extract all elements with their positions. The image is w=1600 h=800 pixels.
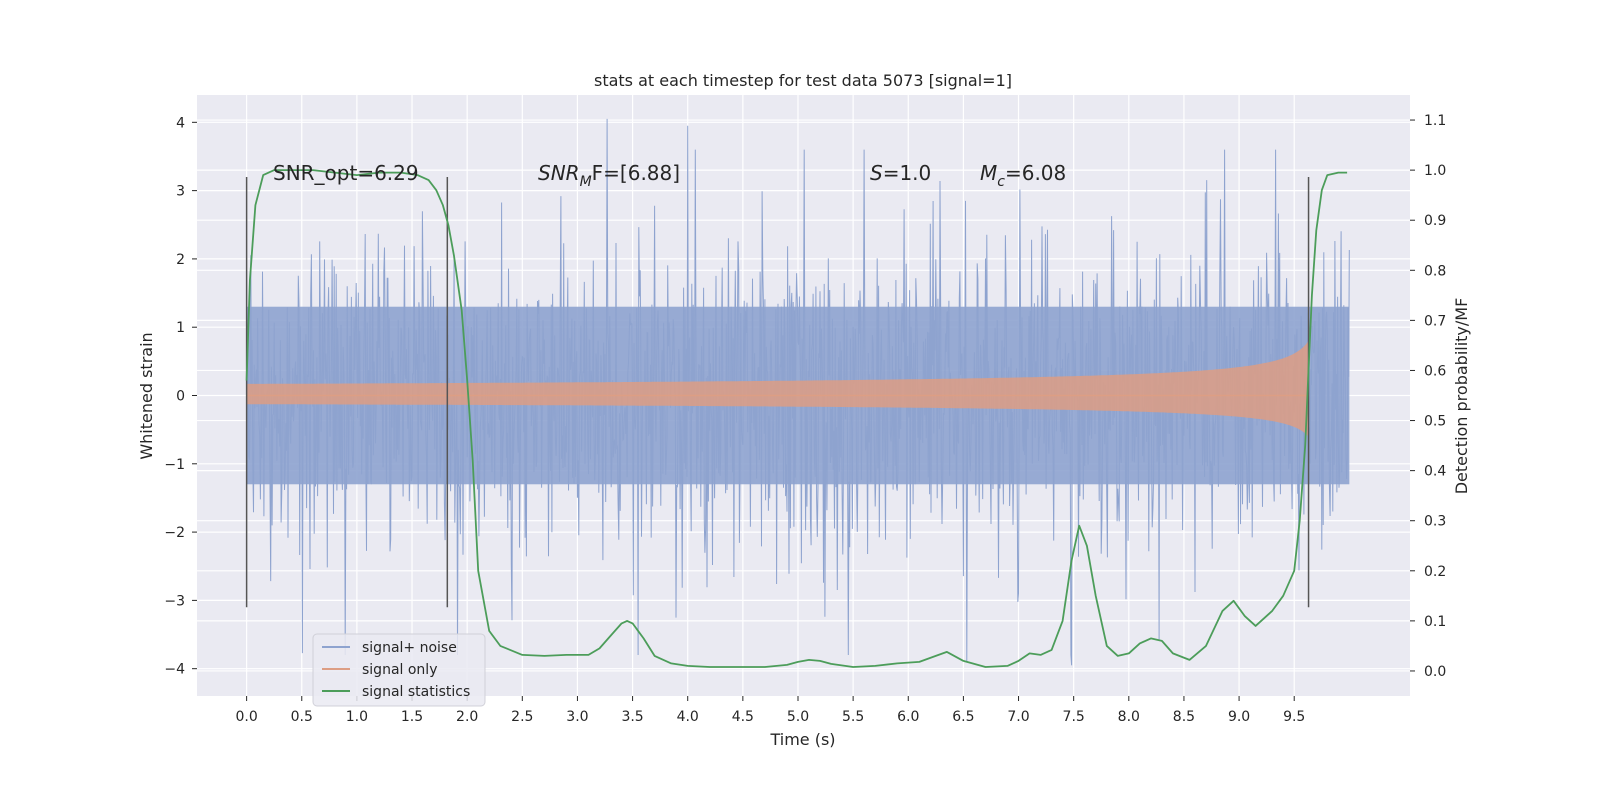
x-tick-label: 6.0	[897, 709, 919, 725]
y2-tick-label: 0.7	[1424, 313, 1446, 329]
x-tick-label: 6.5	[952, 709, 974, 725]
y2-tick-label: 0.8	[1424, 263, 1446, 279]
y-axis-label: Whitened strain	[137, 332, 156, 459]
x-axis-ticks: 0.0 0.5 1.0 1.5 2.0 2.5 3.0 3.5 4.0 4.5 5.0 5.5 6.0 6…	[235, 696, 1305, 725]
x-tick-label: 4.5	[732, 709, 754, 725]
y-tick-label: 2	[176, 252, 185, 268]
y2-tick-label: 0.6	[1424, 363, 1446, 379]
y2-tick-label: 0.3	[1424, 514, 1446, 530]
x-tick-label: 8.5	[1173, 709, 1195, 725]
annotation-mc: Mc=6.08	[980, 161, 1066, 190]
annotation-snr-mf: SNRMF=[6.88]	[538, 161, 680, 190]
chart-title: stats at each timestep for test data 507…	[594, 71, 1012, 90]
y2-tick-label: 1.1	[1424, 113, 1446, 129]
legend-label-stat: signal statistics	[362, 684, 470, 700]
chirp-envelope	[246, 340, 1309, 437]
signal-statistics-series	[245, 169, 1348, 668]
y2-axis-label: Detection probability/MF	[1452, 298, 1471, 495]
x-tick-label: 8.0	[1118, 709, 1140, 725]
interval-markers	[245, 176, 1310, 608]
y2-tick-label: 0.4	[1424, 464, 1446, 480]
x-tick-label: 5.5	[842, 709, 864, 725]
noise-trace	[246, 118, 1350, 666]
y-tick-label: −4	[164, 662, 185, 678]
y-tick-label: −2	[164, 525, 185, 541]
x-tick-label: 3.0	[566, 709, 588, 725]
annotation-mc-rest: =6.08	[1005, 161, 1066, 185]
y-tick-label: −3	[164, 593, 185, 609]
x-tick-label: 0.5	[291, 709, 313, 725]
annotation-snr-opt: SNR_opt=6.29	[273, 161, 419, 185]
y2-tick-label: 0.5	[1424, 414, 1446, 430]
y2-tick-label: 0.9	[1424, 213, 1446, 229]
y2-tick-label: 0.0	[1424, 664, 1446, 680]
legend-box	[312, 633, 486, 707]
y-tick-label: 0	[176, 389, 185, 405]
y-tick-label: 1	[176, 320, 185, 336]
y2-tick-label: 0.1	[1424, 614, 1446, 630]
annotation-s-rest: =1.0	[883, 161, 932, 185]
x-tick-label: 9.0	[1228, 709, 1250, 725]
annotation-s: S=1.0	[870, 161, 931, 185]
y-axis-ticks: 4 3 2 1 0 −1 −2 −3 −4	[164, 115, 197, 678]
x-tick-label: 1.0	[346, 709, 368, 725]
x-tick-label: 4.0	[677, 709, 699, 725]
legend: signal+ noise signal only signal statist…	[312, 633, 486, 707]
x-tick-label: 1.5	[401, 709, 423, 725]
legend-label-noise: signal+ noise	[362, 640, 457, 656]
x-axis-label: Time (s)	[769, 730, 835, 749]
annotation-mc-main: M	[980, 161, 997, 185]
x-tick-label: 9.5	[1283, 709, 1305, 725]
annotation-mc-sub: c	[997, 174, 1005, 190]
annotation-snr-mf-rest: F=[6.88]	[592, 161, 680, 185]
y-tick-label: 4	[176, 115, 185, 131]
x-tick-label: 7.0	[1007, 709, 1029, 725]
y2-axis-ticks: 1.1 1.0 0.9 0.8 0.7 0.6 0.5 0.4 0.3 0.2 0.1 0.0	[1410, 113, 1446, 680]
x-tick-label: 7.5	[1063, 709, 1085, 725]
annotation-s-main: S	[870, 161, 883, 185]
y-tick-label: −1	[164, 457, 185, 473]
legend-label-signal: signal only	[362, 662, 437, 678]
x-tick-label: 3.5	[621, 709, 643, 725]
x-tick-label: 2.0	[456, 709, 478, 725]
y-tick-label: 3	[176, 184, 185, 200]
annotation-snr-mf-sub: M	[580, 174, 592, 190]
signal-only-series	[246, 340, 1309, 437]
annotation-snr-mf-main: SNR	[538, 161, 580, 185]
x-tick-label: 2.5	[511, 709, 533, 725]
x-tick-label: 0.0	[235, 709, 257, 725]
x-tick-label: 5.0	[787, 709, 809, 725]
y2-tick-label: 0.2	[1424, 564, 1446, 580]
signal-statistics-line	[245, 169, 1348, 668]
y2-tick-label: 1.0	[1424, 163, 1446, 179]
